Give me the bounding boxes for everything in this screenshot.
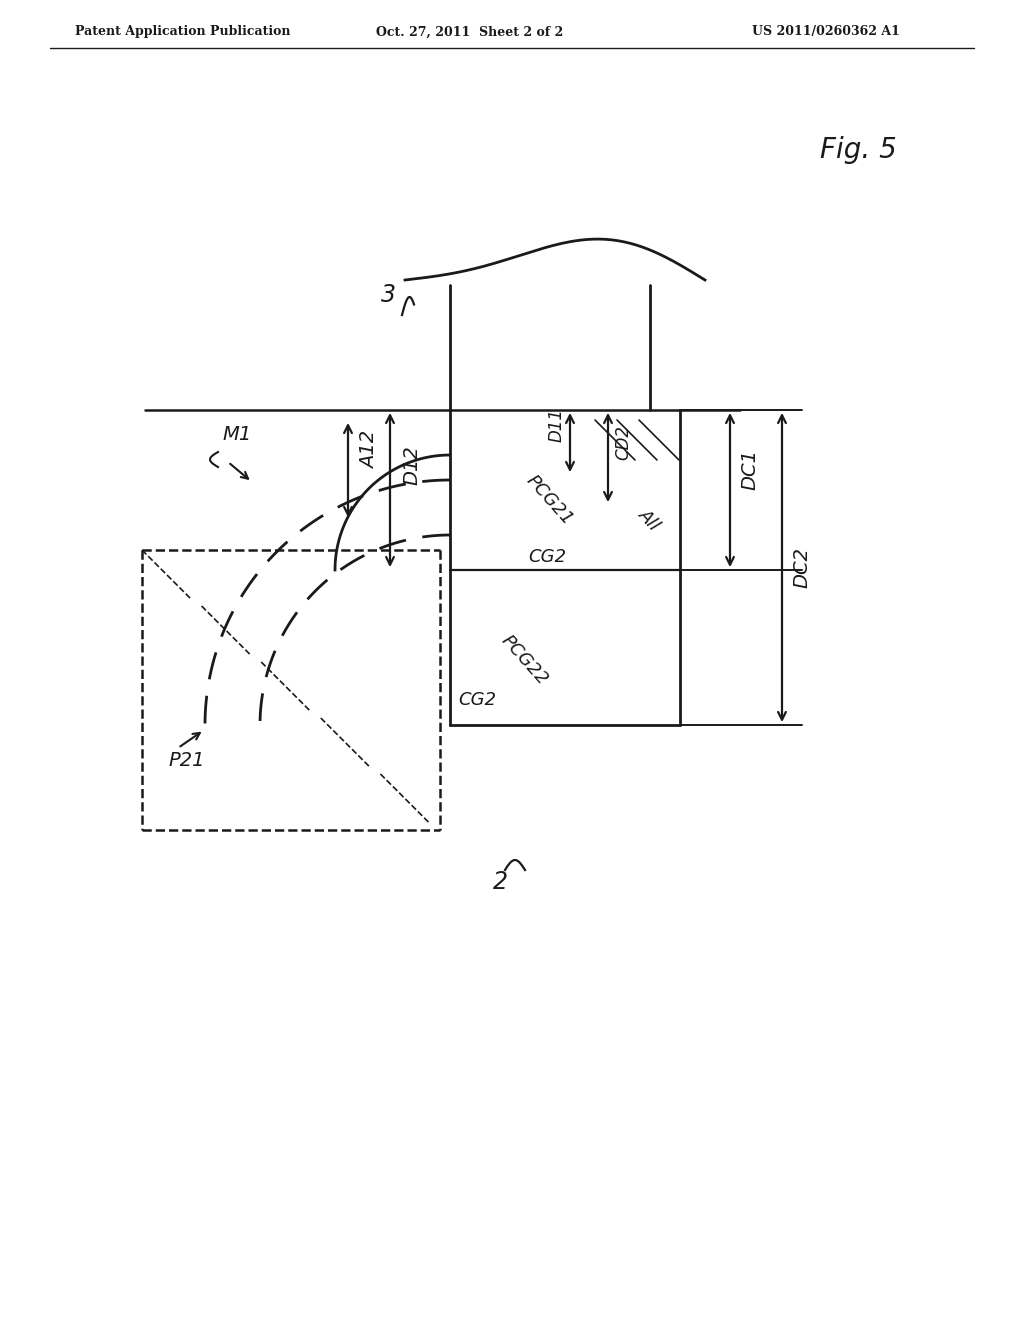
Text: CG2: CG2 — [528, 548, 566, 566]
Text: 3: 3 — [381, 282, 395, 308]
Text: 2: 2 — [493, 870, 508, 894]
Text: CG2: CG2 — [458, 690, 496, 709]
Text: Fig. 5: Fig. 5 — [820, 136, 897, 164]
Text: PCG22: PCG22 — [498, 631, 552, 689]
Text: M1: M1 — [222, 425, 251, 444]
Text: D12: D12 — [402, 445, 421, 484]
Text: DC1: DC1 — [740, 450, 759, 491]
Text: D11: D11 — [548, 408, 566, 441]
Text: All: All — [635, 506, 664, 535]
Text: US 2011/0260362 A1: US 2011/0260362 A1 — [752, 25, 900, 38]
Text: CD2: CD2 — [614, 425, 632, 459]
Text: DC2: DC2 — [792, 546, 811, 587]
Text: Patent Application Publication: Patent Application Publication — [75, 25, 291, 38]
Text: Oct. 27, 2011  Sheet 2 of 2: Oct. 27, 2011 Sheet 2 of 2 — [377, 25, 563, 38]
Text: A12: A12 — [360, 430, 379, 469]
Text: P21: P21 — [168, 751, 205, 770]
Text: PCG21: PCG21 — [523, 471, 577, 528]
